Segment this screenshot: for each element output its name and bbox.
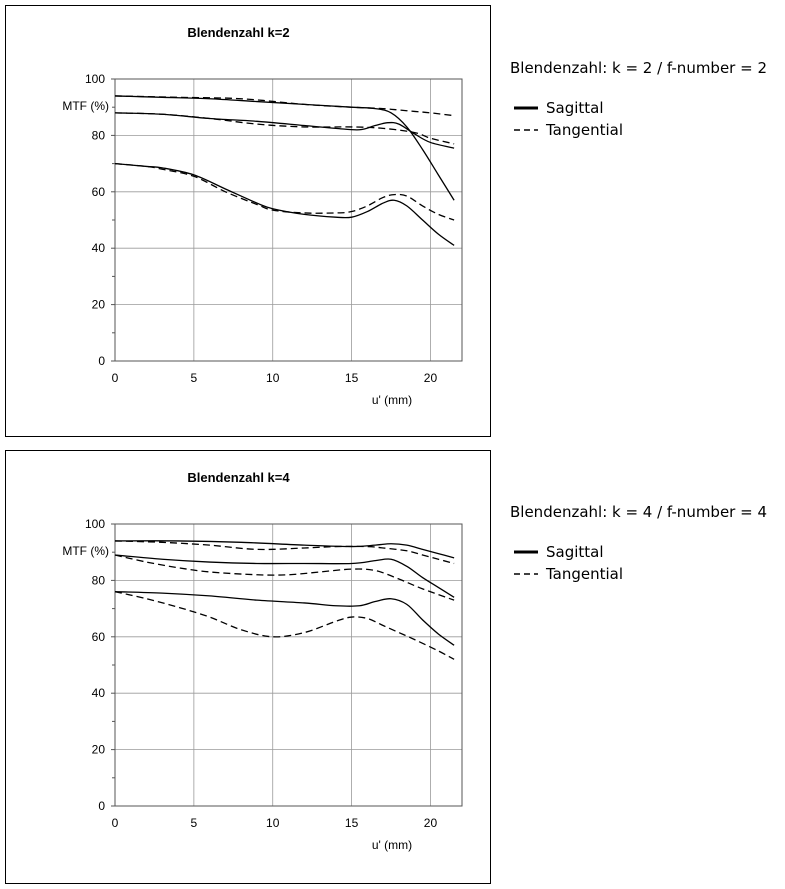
dashed-line-swatch-icon	[514, 129, 538, 131]
chart-2-side-title: Blendenzahl: k = 4 / f-number = 4	[510, 503, 767, 521]
tangential-series-line-5	[114, 162, 455, 221]
chart-title: Blendenzahl k=4	[187, 470, 290, 485]
sagittal-series-line-2	[114, 554, 455, 598]
x-tick-label: 15	[345, 371, 359, 385]
y-tick-label: 20	[92, 298, 106, 312]
chart-panel-2: Blendenzahl k=4 0 20 40 60 80 100 0 5 10 15 20 MTF (…	[5, 450, 491, 884]
chart-title: Blendenzahl k=2	[187, 25, 289, 40]
sagittal-series-line-0	[114, 95, 455, 201]
y-tick-label: 80	[92, 128, 106, 142]
y-tick-label: 20	[92, 743, 106, 757]
legend-item-tangential: Tangential	[514, 563, 767, 585]
plot-area-border	[114, 523, 463, 807]
x-tick-label: 0	[112, 816, 119, 830]
y-axis-label: MTF (%)	[62, 99, 109, 113]
tangential-series-line-5	[114, 591, 455, 660]
solid-line-swatch-icon	[514, 106, 538, 110]
tangential-series-line-1	[114, 95, 455, 117]
x-tick-label: 20	[424, 371, 438, 385]
x-tick-label: 5	[191, 816, 198, 830]
y-tick-label: 60	[92, 630, 106, 644]
y-tick-label: 0	[98, 799, 105, 813]
solid-line-swatch-icon	[514, 550, 538, 554]
chart-1-side-title: Blendenzahl: k = 2 / f-number = 2	[510, 59, 767, 77]
plot-area-border	[114, 78, 463, 362]
sagittal-series-line-4	[114, 162, 455, 246]
x-tick-label: 15	[345, 816, 359, 830]
y-tick-label: 0	[98, 354, 105, 368]
mtf-chart-k4: Blendenzahl k=4 0 20 40 60 80 100 0 5 10 15 20 MTF (…	[62, 470, 463, 852]
sagittal-series-line-4	[114, 591, 455, 646]
chart-2-legend: Sagittal Tangential	[514, 541, 767, 585]
sagittal-series-line-0	[114, 540, 455, 559]
x-tick-label: 0	[112, 371, 119, 385]
y-tick-label: 100	[85, 517, 105, 531]
x-tick-label: 20	[424, 816, 438, 830]
x-tick-label: 10	[266, 816, 280, 830]
x-axis-label: u' (mm)	[372, 393, 412, 407]
chart-panel-1: Blendenzahl k=2 0 20 40 60 80 100 0 5 10 15 20 MTF (…	[5, 5, 491, 437]
y-axis-label: MTF (%)	[62, 544, 109, 558]
legend-label-sagittal: Sagittal	[546, 543, 604, 561]
legend-item-tangential: Tangential	[514, 119, 767, 141]
dashed-line-swatch-icon	[514, 573, 538, 575]
x-axis-label: u' (mm)	[372, 838, 412, 852]
x-tick-label: 10	[266, 371, 280, 385]
legend-label-tangential: Tangential	[546, 121, 624, 139]
tangential-series-line-3	[114, 554, 455, 601]
legend-item-sagittal: Sagittal	[514, 97, 767, 119]
y-tick-label: 100	[85, 72, 105, 86]
x-tick-label: 5	[191, 371, 198, 385]
chart-2-caption: Blendenzahl: k = 4 / f-number = 4 Sagitt…	[510, 503, 767, 585]
tangential-series-line-3	[114, 112, 455, 145]
chart-1-legend: Sagittal Tangential	[514, 97, 767, 141]
y-tick-label: 60	[92, 185, 106, 199]
legend-label-tangential: Tangential	[546, 565, 624, 583]
chart-1-caption: Blendenzahl: k = 2 / f-number = 2 Sagitt…	[510, 59, 767, 141]
legend-label-sagittal: Sagittal	[546, 99, 604, 117]
legend-item-sagittal: Sagittal	[514, 541, 767, 563]
y-tick-label: 40	[92, 686, 106, 700]
mtf-chart-k2: Blendenzahl k=2 0 20 40 60 80 100 0 5 10 15 20 MTF (…	[62, 25, 463, 407]
y-tick-label: 40	[92, 241, 106, 255]
tangential-series-line-1	[114, 540, 455, 565]
y-tick-label: 80	[92, 573, 106, 587]
